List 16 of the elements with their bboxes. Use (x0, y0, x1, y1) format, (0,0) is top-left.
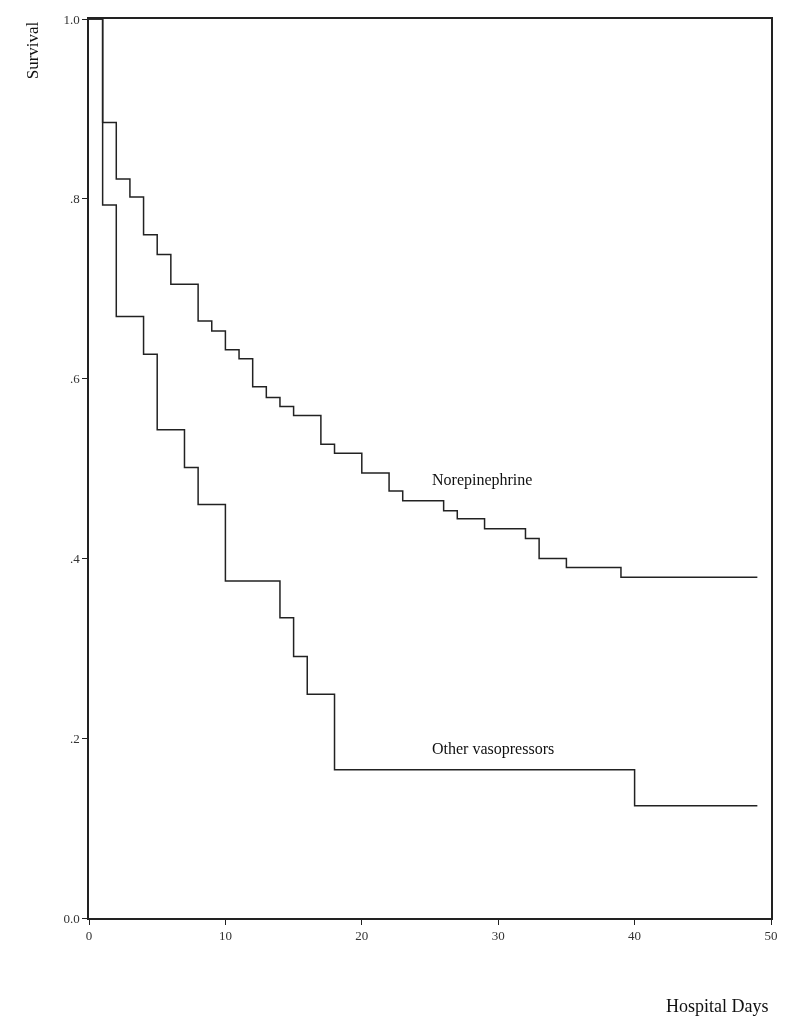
series-label: Other vasopressors (432, 740, 555, 758)
y-tick-label: .8 (69, 191, 80, 207)
y-tick-label: .2 (69, 730, 80, 746)
y-tick-label: .6 (69, 371, 81, 387)
y-tick-label: .4 (69, 550, 81, 566)
y-tick-label: 1.0 (63, 11, 80, 27)
y-axis-title: Survival (23, 21, 43, 80)
x-tick-label: 30 (491, 928, 505, 944)
x-tick-label: 0 (85, 928, 93, 944)
x-axis-title: Hospital Days (666, 996, 769, 1016)
series-label: Norepinephrine (432, 471, 533, 489)
x-tick-label: 40 (628, 928, 642, 944)
y-tick-label: 0.0 (63, 910, 80, 926)
x-tick-label: 20 (355, 928, 369, 944)
x-tick-label: 10 (218, 928, 232, 944)
x-tick-label: 50 (764, 928, 778, 944)
